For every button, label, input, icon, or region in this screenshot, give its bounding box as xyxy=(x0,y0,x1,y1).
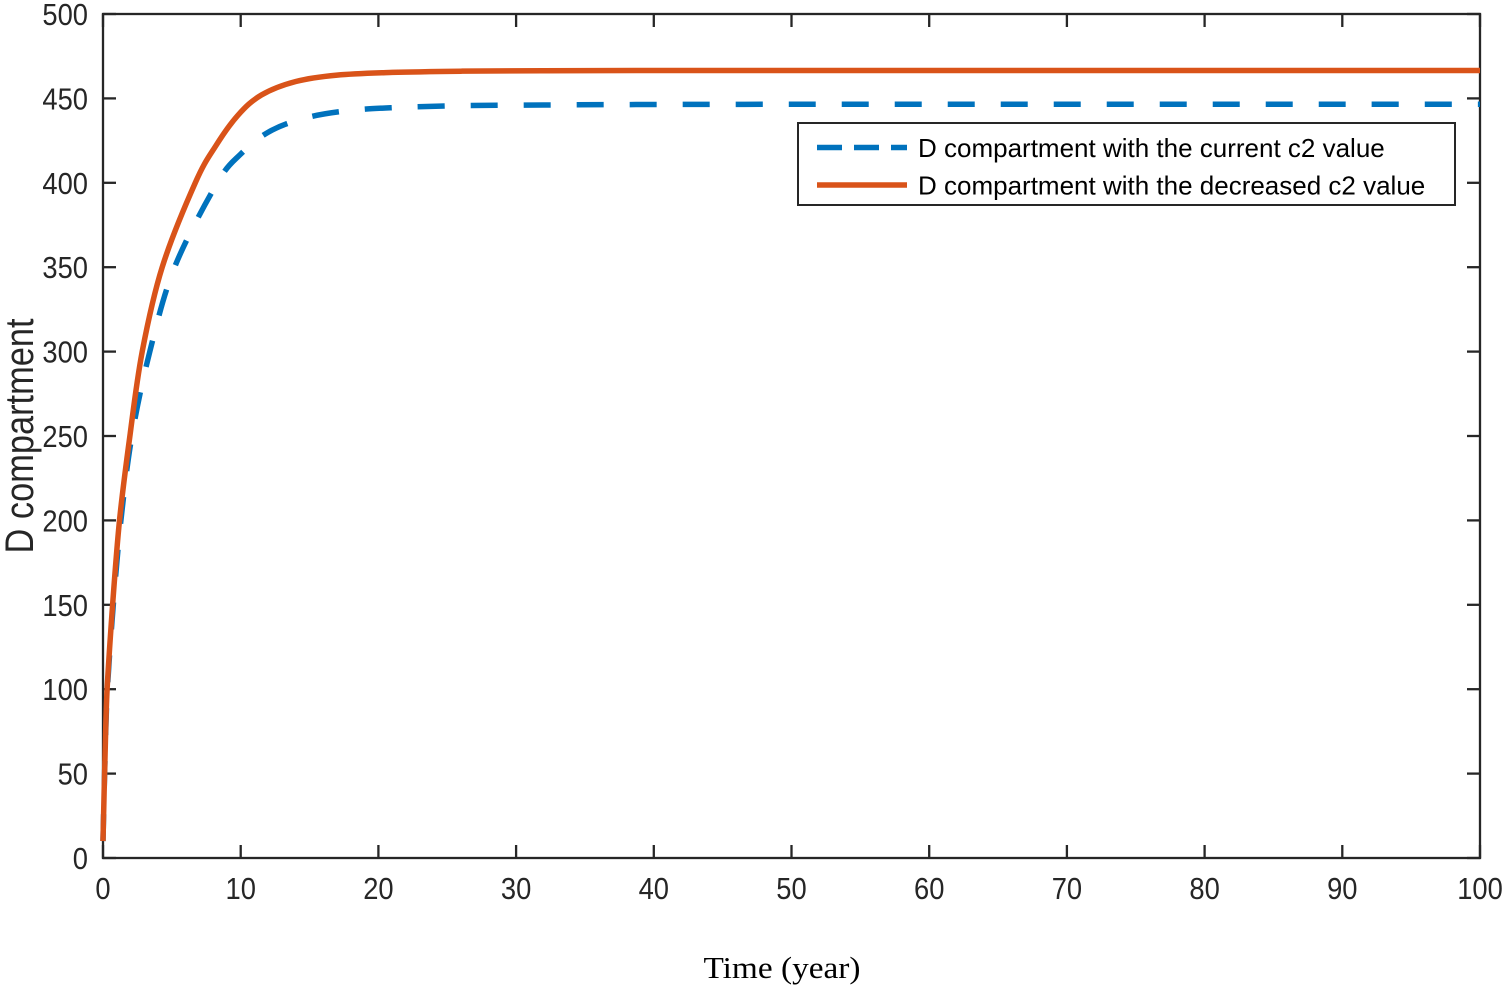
x-tick-label: 0 xyxy=(95,871,110,906)
curve-dashed-series-0 xyxy=(100,101,1480,842)
x-tick-label: 90 xyxy=(1327,871,1357,906)
x-axis-label: Time (year) xyxy=(704,950,861,985)
legend-label: D compartment with the decreased c2 valu… xyxy=(918,171,1425,201)
y-tick-label: 250 xyxy=(42,419,88,454)
x-tick-label: 10 xyxy=(226,871,256,906)
legend-box xyxy=(797,122,1456,206)
axis-ticks xyxy=(101,12,1482,860)
tick-labels: 0 10 20 30 40 50 60 70 80 90 100 0 50 100 150 200 250 300… xyxy=(42,0,1502,906)
x-tick-label: 20 xyxy=(363,871,393,906)
x-tick-label: 60 xyxy=(914,871,944,906)
y-tick-label: 150 xyxy=(42,588,88,623)
y-tick-label: 400 xyxy=(42,166,88,201)
y-tick-label: 500 xyxy=(42,0,88,32)
legend-label: D compartment with the current c2 value xyxy=(918,133,1385,163)
x-tick-label: 80 xyxy=(1189,871,1219,906)
x-tick-label: 40 xyxy=(639,871,669,906)
y-axis-label: D compartment xyxy=(0,319,42,554)
y-tick-label: 450 xyxy=(42,81,88,116)
y-tick-label: 100 xyxy=(42,672,88,707)
y-tick-label: 50 xyxy=(58,757,88,792)
x-tick-label: 100 xyxy=(1457,871,1503,906)
y-tick-label: 0 xyxy=(73,841,88,876)
y-tick-label: 350 xyxy=(42,250,88,285)
legend: D compartment with the current c2 value D… xyxy=(797,122,1456,206)
y-tick-label: 200 xyxy=(42,503,88,538)
x-tick-label: 30 xyxy=(501,871,531,906)
curve-solid-series-1 xyxy=(100,67,1480,842)
x-tick-label: 50 xyxy=(776,871,806,906)
x-tick-label: 70 xyxy=(1052,871,1082,906)
y-tick-label: 300 xyxy=(42,335,88,370)
